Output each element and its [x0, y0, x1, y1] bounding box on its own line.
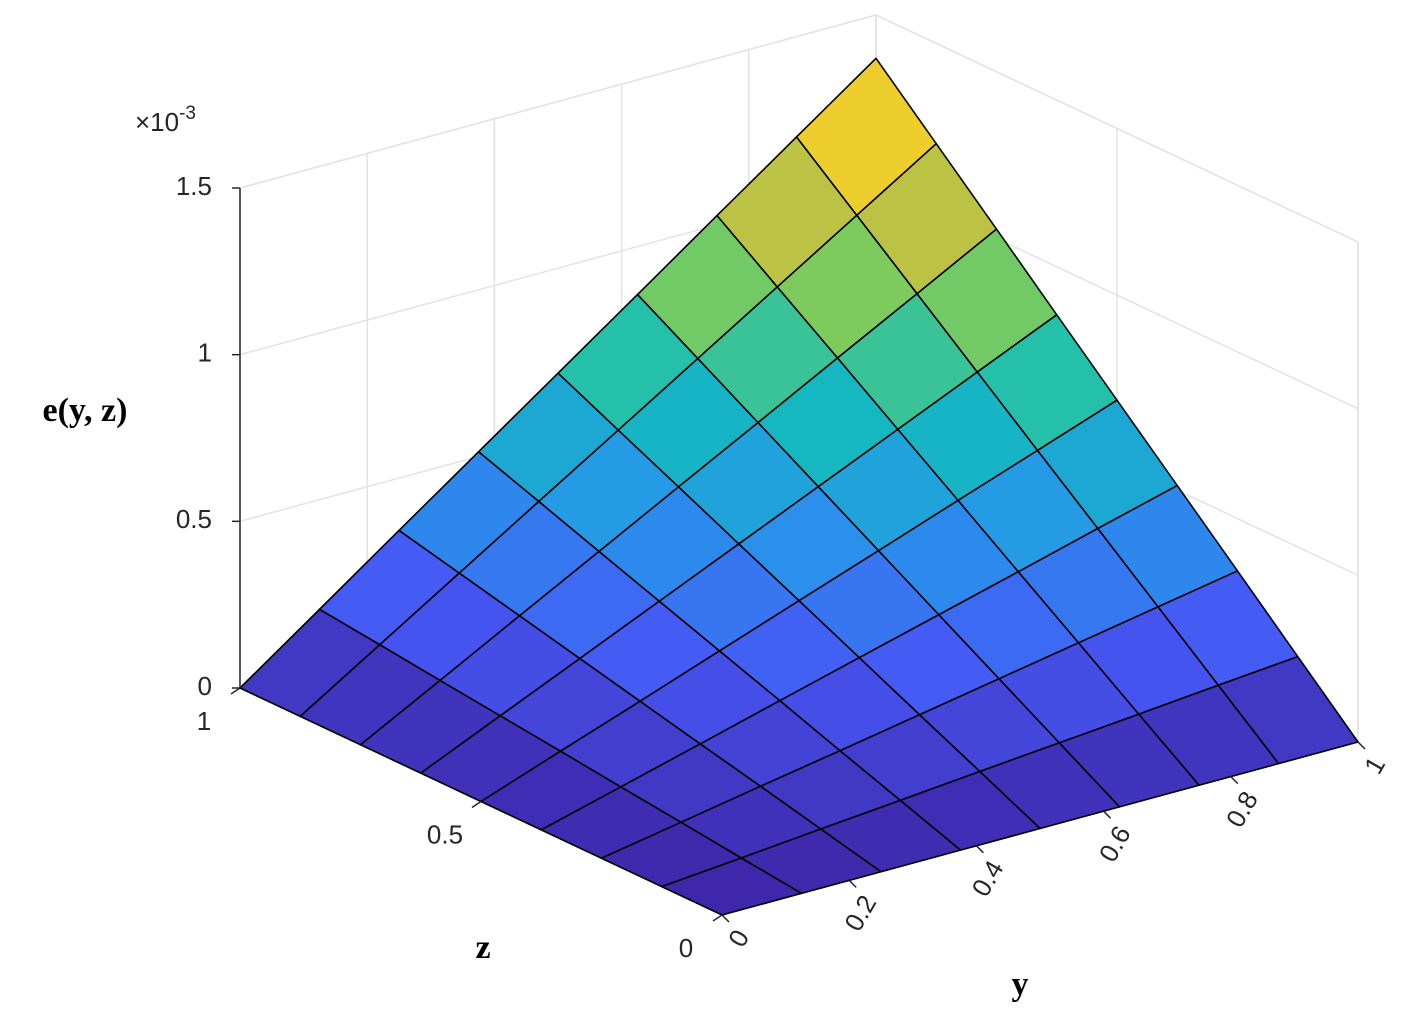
tick-mark [721, 914, 730, 923]
y-tick-label: 0.8 [1220, 786, 1264, 832]
y-tick-label: 0.2 [838, 890, 882, 936]
y-tick-label: 0 [722, 924, 755, 952]
y-tick-label: 0.4 [965, 855, 1009, 901]
surface-cell [660, 857, 803, 916]
tick-mark [230, 687, 241, 695]
z-axis-title: z [475, 929, 490, 966]
grid-line [239, 14, 877, 189]
z-tick-label: 0 [679, 933, 693, 963]
grid-line [875, 14, 1359, 243]
tick-mark [471, 800, 482, 809]
tick-mark [1103, 810, 1112, 819]
value-tick-label: 1 [198, 338, 212, 368]
tick-mark [975, 845, 984, 854]
y-tick-label: 0.6 [1093, 821, 1137, 867]
tick-mark [848, 879, 857, 888]
axis-multiplier: ×10-3 [135, 103, 196, 137]
tick-mark [1230, 776, 1239, 785]
tick-mark [712, 914, 723, 922]
tick-mark [1357, 741, 1366, 750]
y-tick-label: 1 [1358, 751, 1391, 779]
z-tick-label: 1 [197, 706, 211, 736]
value-axis-title: e(y, z) [43, 392, 128, 429]
multiplier-exponent: -3 [179, 103, 196, 124]
value-tick-label: 0.5 [176, 504, 212, 534]
y-axis-title: y [1012, 966, 1029, 1003]
z-tick-label: 0.5 [427, 819, 463, 849]
value-tick-label: 1.5 [176, 171, 212, 201]
multiplier: ×10 [135, 107, 179, 137]
value-tick-label: 0 [198, 671, 212, 701]
